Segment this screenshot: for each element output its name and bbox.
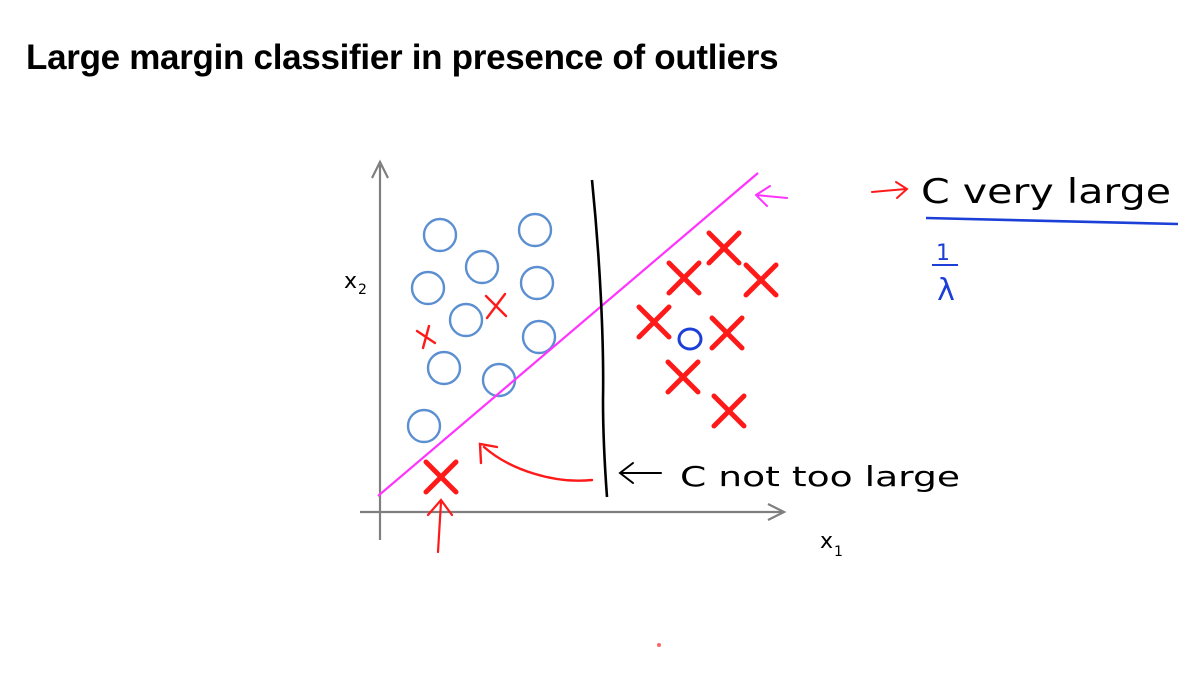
positive-examples: [426, 233, 776, 492]
slide-title: Large margin classifier in presence of o…: [26, 38, 779, 77]
svg-text:1: 1: [834, 544, 843, 560]
svg-text:x: x: [344, 269, 357, 294]
outlier-circle-icon: [677, 327, 703, 351]
svg-text:x: x: [820, 529, 833, 554]
circle-icon: [448, 302, 484, 338]
cross-icon: [669, 263, 699, 293]
cross-icon: [415, 324, 437, 350]
cross-icon: [484, 292, 508, 320]
circle-icon: [410, 270, 446, 306]
circle-icon: [519, 265, 555, 301]
x-axis-label: x 1: [820, 529, 843, 560]
stray-mark: [657, 643, 661, 647]
circle-icon: [481, 362, 517, 398]
arrow-icon: [478, 442, 594, 482]
circle-icon: [426, 350, 462, 386]
arrow-icon: [618, 462, 662, 484]
cross-icon: [712, 318, 742, 348]
cross-icon: [709, 233, 739, 263]
cross-icon: [714, 396, 744, 426]
y-axis-label: x 2: [344, 269, 367, 298]
cross-icon: [426, 462, 456, 492]
boundary-c-not-too-large: [590, 179, 609, 498]
circle-icon: [406, 408, 442, 444]
reciprocal-numerator: 1: [936, 241, 950, 266]
x-axis: [360, 503, 787, 521]
arrow-icon: [871, 181, 909, 199]
arrow-icon: [426, 498, 454, 554]
boundary-c-very-large: [377, 172, 759, 497]
svg-text:2: 2: [358, 282, 367, 298]
circle-icon: [422, 217, 458, 253]
c-very-large-label: C very large: [921, 172, 1171, 212]
y-axis: [371, 159, 389, 540]
lambda-label: λ: [937, 273, 955, 308]
circle-icon: [464, 249, 500, 285]
cross-icon: [668, 362, 698, 392]
c-not-too-large-label: C not too large: [680, 460, 960, 493]
cross-icon: [746, 265, 776, 295]
cross-icon: [639, 307, 669, 337]
circle-icon: [517, 212, 553, 248]
underline: [925, 216, 1179, 226]
small-red-crosses: [415, 292, 508, 350]
arrow-icon: [755, 185, 788, 207]
